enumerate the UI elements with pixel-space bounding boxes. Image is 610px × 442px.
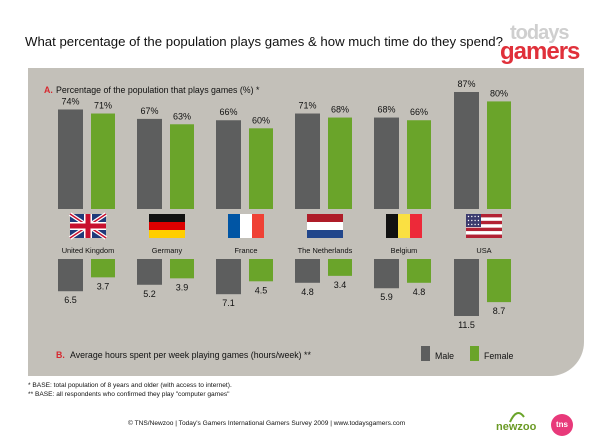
category-label: The Netherlands: [298, 246, 353, 255]
logo-line2: gamers: [500, 38, 580, 65]
bar-b-male-label: 4.8: [301, 287, 314, 297]
category-label: USA: [476, 246, 491, 255]
bar-a-male: [374, 117, 399, 209]
section-b-title: Average hours spent per week playing gam…: [70, 350, 311, 360]
bar-a-male: [454, 92, 479, 209]
bar-a-male: [216, 120, 241, 209]
bar-b-female-label: 8.7: [493, 306, 506, 316]
section-a-title: Percentage of the population that plays …: [56, 85, 260, 95]
bar-a-female-label: 63%: [173, 111, 191, 121]
bar-a-male-label: 68%: [377, 105, 395, 115]
section-a-letter: A.: [44, 85, 53, 95]
bar-b-male-label: 7.1: [222, 298, 235, 308]
bar-b-female-label: 3.4: [334, 280, 347, 290]
bar-a-female-label: 60%: [252, 115, 270, 125]
bar-b-male: [137, 259, 162, 285]
category-label: Belgium: [391, 246, 418, 255]
bar-a-female-label: 71%: [94, 101, 112, 111]
bar-b-male: [374, 259, 399, 289]
tns-logo: tns: [551, 414, 573, 436]
logo-line1: todays: [510, 22, 569, 44]
bar-a-male-label: 66%: [219, 107, 237, 117]
bar-b-female: [249, 259, 273, 282]
bar-a-female: [487, 101, 511, 209]
bar-b-male-label: 11.5: [458, 320, 475, 330]
category-label: Germany: [152, 246, 183, 255]
bar-b-female-label: 4.8: [413, 287, 426, 297]
bar-a-male-label: 71%: [298, 101, 316, 111]
belgium-flag-icon: [386, 214, 422, 238]
bar-b-male: [58, 259, 83, 292]
bar-b-female: [170, 259, 194, 279]
bar-a-female: [170, 124, 194, 209]
france-flag-icon: [228, 214, 264, 238]
legend-female-swatch: [470, 346, 479, 361]
category-label: United Kingdom: [62, 246, 115, 255]
usa-flag-icon: [466, 214, 502, 238]
bar-b-male-label: 5.2: [143, 289, 156, 299]
bar-b-female-label: 3.9: [176, 282, 189, 292]
bar-b-female-label: 4.5: [255, 285, 268, 295]
legend-male-swatch: [421, 346, 430, 361]
bar-b-male-label: 6.5: [64, 295, 77, 305]
bar-a-female: [328, 117, 352, 209]
bar-b-female: [407, 259, 431, 283]
note-line-2: ** BASE: all respondents who confirmed t…: [28, 391, 230, 398]
bar-a-male: [295, 113, 320, 209]
bar-b-female-label: 3.7: [97, 281, 110, 291]
bar-a-female-label: 68%: [331, 105, 349, 115]
bar-a-male: [58, 109, 83, 209]
bar-a-male-label: 74%: [61, 96, 79, 106]
bar-b-female: [487, 259, 511, 303]
bar-a-female-label: 80%: [490, 88, 508, 98]
bar-b-female: [328, 259, 352, 276]
newzoo-mark-icon: [509, 412, 525, 423]
legend-female-label: Female: [484, 351, 513, 361]
bar-a-female: [91, 113, 115, 209]
bar-a-female: [407, 120, 431, 209]
todaysgamers-logo: todays gamers: [496, 20, 580, 68]
bar-a-male-label: 87%: [457, 79, 475, 89]
bar-a-male: [137, 118, 162, 209]
uk-flag-icon: [68, 212, 108, 240]
note-line-1: * BASE: total population of 8 years and …: [28, 382, 232, 389]
bar-b-male: [216, 259, 241, 295]
bar-a-female: [249, 128, 273, 209]
legend-male-label: Male: [435, 351, 454, 361]
newzoo-logo: newzoo: [496, 421, 537, 433]
section-b-letter: B.: [56, 350, 65, 360]
category-label: France: [234, 246, 257, 255]
bar-b-female: [91, 259, 115, 278]
footer-credit: © TNS/Newzoo | Today's Gamers Internatio…: [128, 420, 406, 427]
bar-b-male-label: 5.9: [380, 292, 393, 302]
bar-a-male-label: 67%: [140, 106, 158, 116]
base-notes: * BASE: total population of 8 years and …: [28, 381, 232, 399]
bar-b-male: [295, 259, 320, 283]
netherlands-flag-icon: [307, 214, 343, 238]
bar-b-male: [454, 259, 479, 316]
germany-flag-icon: [149, 214, 185, 238]
bar-a-female-label: 66%: [410, 107, 428, 117]
page-title: What percentage of the population plays …: [25, 34, 503, 49]
